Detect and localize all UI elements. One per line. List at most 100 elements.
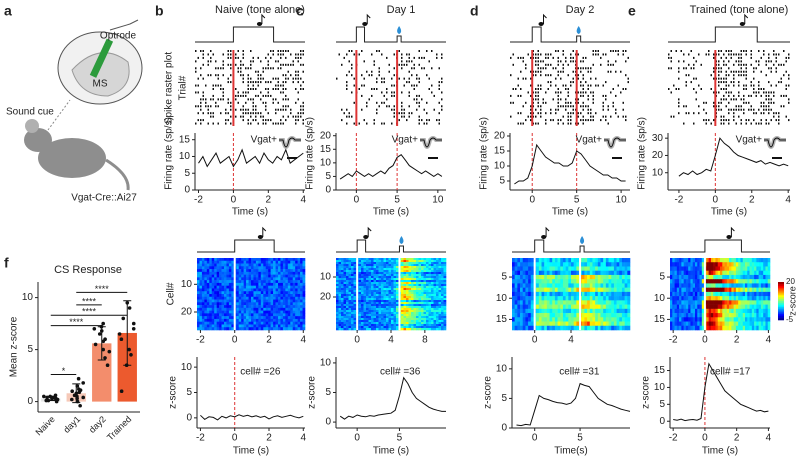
heat-cell — [386, 326, 389, 329]
heat-cell — [386, 316, 389, 319]
heat-cell — [238, 266, 242, 270]
spike — [615, 108, 617, 111]
heat-cell — [358, 302, 362, 305]
heat-cell — [236, 271, 240, 275]
heat-cell — [386, 290, 389, 293]
spike — [678, 101, 680, 104]
heat-cell — [201, 258, 205, 262]
heat-cell — [438, 306, 442, 309]
spike — [768, 112, 770, 115]
heat-cell — [433, 282, 437, 285]
heat-cell — [587, 308, 591, 314]
heat-cell — [209, 285, 213, 289]
heat-cell — [228, 274, 232, 278]
heat-cell — [353, 294, 357, 297]
x-tick-label: 10 — [432, 195, 444, 206]
heat-cell — [216, 305, 220, 309]
spike — [718, 67, 720, 70]
heat-cell — [621, 283, 625, 288]
heat-cell — [285, 277, 289, 281]
heat-cell — [544, 266, 548, 272]
heat-cell — [421, 278, 424, 281]
heat-cell — [517, 287, 521, 293]
heat-cell — [366, 326, 369, 329]
heat-cell — [396, 270, 399, 273]
spike — [710, 88, 712, 90]
heat-cell — [300, 307, 303, 311]
heat-cell — [433, 280, 437, 283]
heat-cell — [297, 263, 301, 267]
spike — [617, 53, 619, 56]
heat-cell — [438, 316, 442, 319]
heat-cell — [258, 285, 262, 289]
heat-cell — [386, 312, 389, 315]
heat-cell — [388, 272, 392, 275]
heat-cell — [621, 266, 625, 272]
heat-cell — [443, 306, 447, 309]
heat-cell — [538, 258, 542, 263]
heat-cell — [383, 322, 387, 325]
heat-cell — [361, 264, 364, 267]
spike — [602, 101, 604, 104]
heat-cell — [520, 279, 524, 284]
heat-cell — [268, 310, 271, 314]
heat-cell — [221, 285, 225, 289]
heat-cell — [517, 291, 521, 297]
unit-label: Vgat+ — [576, 135, 603, 146]
heat-cell — [363, 260, 367, 263]
spike — [725, 105, 727, 108]
heat-cell — [263, 305, 267, 309]
heat-cell — [603, 283, 607, 288]
spike — [612, 50, 614, 52]
spike — [287, 105, 289, 108]
heat-cell — [536, 321, 540, 327]
heat-cell — [433, 326, 437, 329]
heat-cell — [358, 322, 362, 325]
spike — [353, 77, 355, 80]
heat-cell — [426, 296, 429, 299]
heat-cell — [228, 285, 232, 289]
heat-cell — [393, 326, 397, 329]
heat-cell — [391, 292, 394, 295]
heat-cell — [388, 270, 392, 273]
spike — [202, 53, 204, 56]
heat-cell — [568, 296, 572, 301]
heat-cell — [295, 266, 298, 270]
heat-cell — [428, 288, 432, 291]
heat-cell — [343, 320, 347, 323]
heat-cell — [443, 272, 447, 275]
heat-cell — [562, 325, 566, 331]
heat-cell — [413, 324, 417, 327]
heat-cell — [426, 318, 429, 321]
heat-cell — [341, 328, 344, 331]
heat-cell — [393, 286, 397, 289]
spike — [730, 81, 732, 84]
heat-cell — [441, 328, 444, 331]
heat-cell — [353, 314, 357, 317]
heat-cell — [408, 314, 412, 317]
heat-cell — [408, 276, 412, 279]
heat-cell — [416, 262, 419, 265]
spike — [406, 60, 408, 63]
spike — [200, 122, 202, 125]
heat-cell — [273, 305, 276, 309]
spike — [282, 63, 284, 66]
spike — [572, 81, 574, 84]
heat-cell — [391, 294, 394, 297]
spike — [783, 74, 785, 77]
spike — [376, 50, 378, 52]
heat-cell — [371, 308, 374, 311]
heat-cell — [431, 290, 434, 293]
spike — [770, 70, 772, 73]
spike — [760, 105, 762, 108]
heat-cell — [517, 304, 521, 310]
waveform — [279, 137, 301, 148]
spike — [413, 98, 415, 101]
spike — [610, 50, 612, 52]
heat-cell — [552, 274, 556, 280]
heat-cell — [627, 296, 631, 301]
heat-cell — [441, 266, 444, 269]
heat-cell — [396, 322, 399, 325]
heat-cell — [373, 304, 377, 307]
heat-cell — [263, 324, 267, 328]
